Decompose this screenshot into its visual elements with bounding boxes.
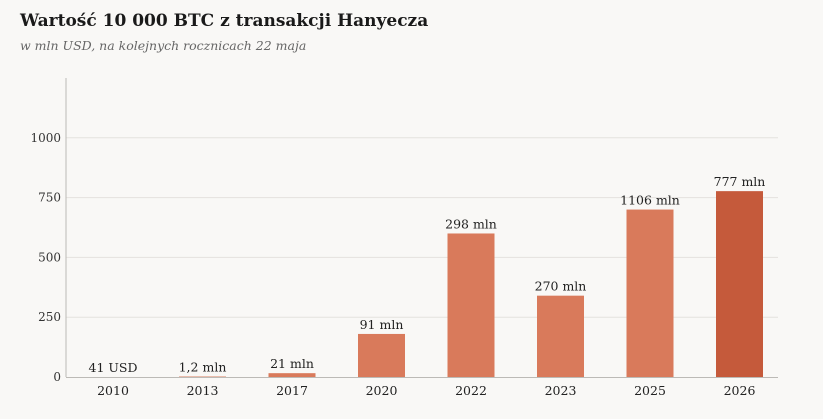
x-tick-label: 2017 (276, 383, 308, 398)
bar (447, 233, 495, 377)
x-tick-label: 2013 (187, 383, 219, 398)
bar (537, 295, 584, 377)
y-tick-label: 250 (38, 310, 61, 324)
x-tick-label: 2010 (97, 383, 129, 398)
bar (716, 191, 763, 377)
data-label: 298 mln (445, 216, 497, 231)
data-label: 91 mln (360, 317, 404, 332)
y-tick-label: 0 (53, 370, 61, 384)
data-label: 41 USD (89, 360, 138, 375)
y-tick-label: 750 (38, 191, 61, 205)
bar (268, 373, 316, 377)
chart-title: Wartość 10 000 BTC z transakcji Hanyecza (20, 11, 429, 31)
x-tick-label: 2022 (455, 383, 487, 398)
x-tick-label: 2020 (366, 383, 398, 398)
y-tick-label: 1000 (30, 131, 61, 145)
x-tick-label: 2025 (634, 383, 666, 398)
data-label: 270 mln (535, 279, 587, 294)
data-label: 1106 mln (620, 193, 680, 208)
x-tick-label: 2026 (724, 383, 756, 398)
y-tick-label: 500 (38, 250, 61, 264)
x-tick-label: 2023 (545, 383, 577, 398)
chart-subtitle: w mln USD, na kolejnych rocznicach 22 ma… (20, 38, 307, 53)
data-label: 1,2 mln (179, 360, 227, 375)
data-label: 21 mln (270, 356, 314, 371)
bar (358, 333, 405, 377)
data-label: 777 mln (714, 174, 766, 189)
bar (626, 209, 674, 377)
